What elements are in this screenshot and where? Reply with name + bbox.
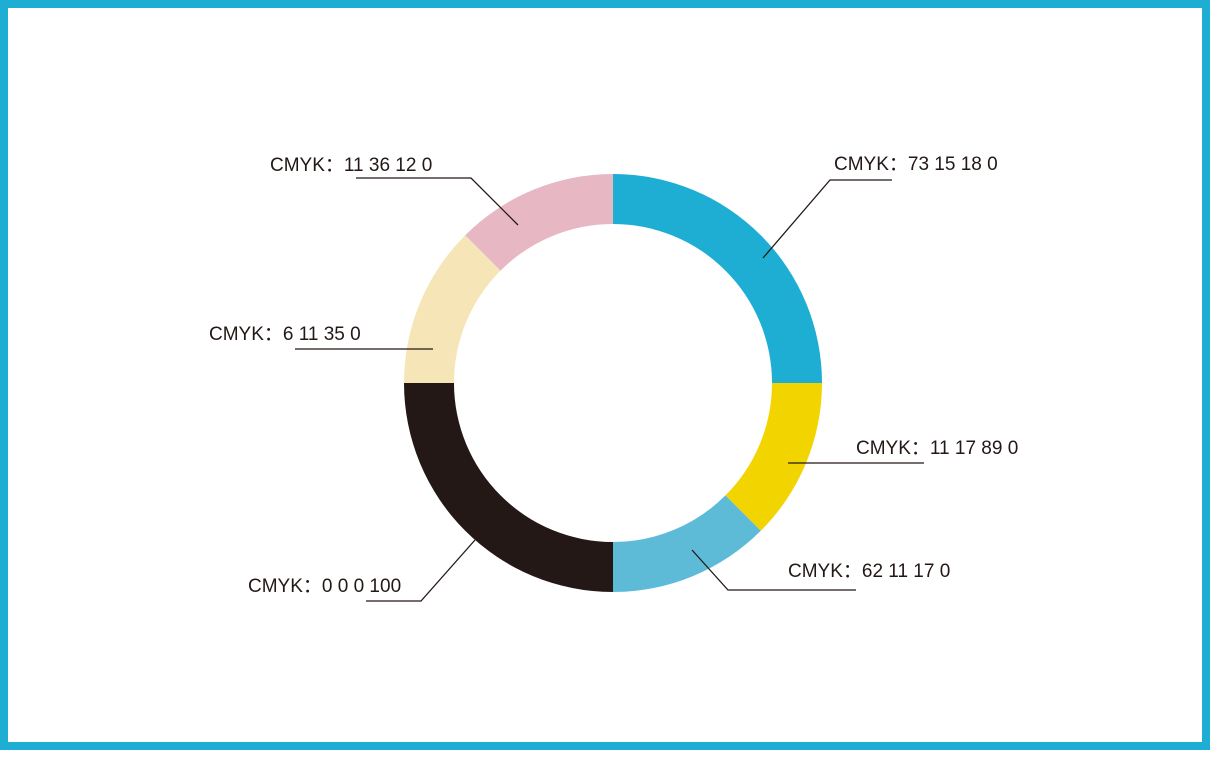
donut-slice-3 [613, 495, 761, 592]
donut-slice-6 [465, 174, 613, 271]
slice-label-3: CMYK：62 11 17 0 [788, 561, 950, 582]
slice-label-2: CMYK：11 17 89 0 [856, 438, 1018, 459]
slice-label-6: CMYK：11 36 12 0 [270, 155, 432, 176]
slice-label-4: CMYK：0 0 0 100 [248, 576, 401, 597]
leader-line-1 [762, 179, 892, 259]
donut-chart: CMYK：73 15 18 0 CMYK：11 17 89 0 CMYK：62 11… [209, 154, 1018, 602]
donut-slice-2 [725, 383, 822, 531]
donut-slice-4 [404, 383, 613, 592]
leader-lines [295, 177, 924, 602]
donut-slice-1 [613, 174, 822, 383]
donut-slices [404, 174, 822, 592]
slice-labels: CMYK：73 15 18 0 CMYK：11 17 89 0 CMYK：62 11… [209, 154, 1018, 597]
leader-line-4 [366, 539, 476, 602]
leader-line-3 [691, 549, 856, 591]
donut-slice-5 [404, 235, 501, 383]
leader-line-6 [356, 177, 519, 226]
slice-label-5: CMYK：6 11 35 0 [209, 324, 361, 345]
slice-label-1: CMYK：73 15 18 0 [834, 154, 998, 175]
